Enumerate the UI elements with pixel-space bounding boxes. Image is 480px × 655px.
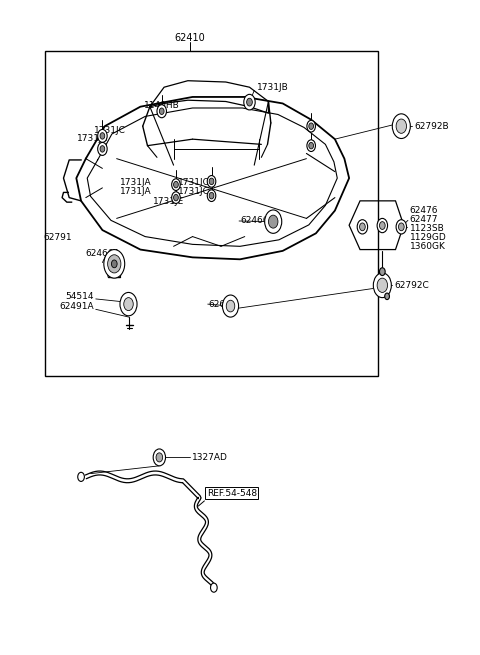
Text: 62466A: 62466A (86, 249, 120, 258)
Circle shape (226, 300, 235, 312)
Text: 1731JC: 1731JC (179, 178, 210, 187)
Text: 62792B: 62792B (415, 122, 449, 130)
Circle shape (126, 301, 131, 307)
Circle shape (120, 292, 137, 316)
Circle shape (97, 142, 107, 155)
Circle shape (156, 453, 163, 462)
Circle shape (222, 295, 239, 317)
Text: 1731JC: 1731JC (94, 126, 126, 134)
Circle shape (377, 278, 387, 292)
Circle shape (384, 293, 389, 299)
Circle shape (307, 121, 315, 132)
Circle shape (100, 145, 105, 152)
Circle shape (377, 218, 387, 233)
Text: 1123SB: 1123SB (410, 224, 444, 233)
Circle shape (97, 130, 107, 142)
Circle shape (104, 250, 125, 278)
Text: 1731JA: 1731JA (120, 178, 152, 187)
Circle shape (396, 119, 407, 134)
Text: 62466: 62466 (240, 217, 268, 225)
Text: 1731JA: 1731JA (120, 187, 152, 196)
Text: 62410: 62410 (175, 33, 205, 43)
Circle shape (172, 179, 180, 191)
Text: 62792C: 62792C (395, 281, 430, 290)
Circle shape (398, 223, 404, 231)
Circle shape (111, 260, 117, 268)
Circle shape (373, 273, 391, 297)
Circle shape (207, 190, 216, 202)
Circle shape (396, 219, 407, 234)
Text: 1731JE: 1731JE (77, 134, 108, 143)
Text: 1731JC: 1731JC (179, 187, 210, 196)
Circle shape (398, 122, 404, 130)
Text: 1360GK: 1360GK (410, 242, 446, 251)
Text: 62476: 62476 (410, 206, 438, 215)
Circle shape (264, 210, 282, 233)
Circle shape (357, 219, 368, 234)
Circle shape (108, 255, 121, 273)
Circle shape (247, 98, 252, 106)
Circle shape (159, 108, 164, 115)
Circle shape (157, 105, 167, 118)
Circle shape (172, 192, 180, 204)
Text: 1731JB: 1731JB (257, 83, 288, 92)
Text: 1140HB: 1140HB (144, 101, 180, 110)
Circle shape (268, 215, 278, 228)
Circle shape (124, 297, 133, 310)
Circle shape (207, 176, 216, 187)
Circle shape (228, 303, 233, 309)
Circle shape (209, 193, 214, 199)
Text: 62491A: 62491A (59, 302, 94, 311)
Circle shape (211, 583, 217, 592)
Circle shape (174, 195, 179, 201)
Circle shape (380, 221, 385, 229)
Circle shape (174, 181, 179, 188)
Circle shape (309, 123, 313, 130)
Circle shape (307, 140, 315, 151)
Circle shape (380, 282, 385, 290)
Circle shape (244, 94, 255, 110)
Circle shape (209, 178, 214, 185)
Text: 62791: 62791 (43, 233, 72, 242)
Circle shape (309, 142, 313, 149)
Text: 54514: 54514 (65, 292, 94, 301)
Text: 1731JE: 1731JE (153, 197, 184, 206)
Text: 62477: 62477 (410, 215, 438, 223)
Text: 1129GD: 1129GD (410, 233, 446, 242)
Text: REF.54-548: REF.54-548 (207, 489, 257, 498)
Text: 1327AD: 1327AD (192, 453, 228, 462)
Circle shape (100, 133, 105, 139)
Circle shape (380, 268, 385, 276)
Circle shape (360, 223, 365, 231)
Bar (46, 52, 378, 376)
Text: 62618: 62618 (209, 299, 237, 309)
Circle shape (78, 472, 84, 481)
Circle shape (392, 114, 410, 138)
Circle shape (153, 449, 166, 466)
